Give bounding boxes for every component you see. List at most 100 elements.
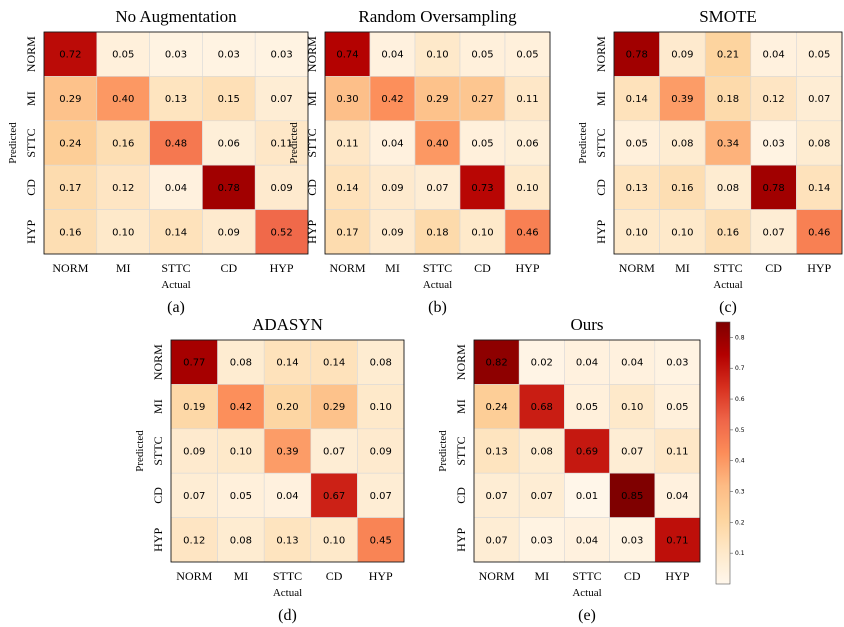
heatmap-cell xyxy=(564,472,610,518)
cell-value-label: 0.07 xyxy=(370,491,392,502)
heatmap-cell xyxy=(254,209,309,255)
cell-value-label: 0.45 xyxy=(370,535,392,546)
heatmap-cell xyxy=(217,384,265,430)
y-tick-label: HYP xyxy=(594,219,608,243)
cell-value-label: 0.78 xyxy=(762,183,784,194)
cell-value-label: 0.67 xyxy=(323,491,345,502)
x-tick-label: NORM xyxy=(329,261,365,275)
cell-value-label: 0.29 xyxy=(59,94,81,105)
heatmap-cell xyxy=(324,209,371,255)
cell-value-label: 0.13 xyxy=(276,535,298,546)
y-axis-label: Predicted xyxy=(288,122,300,164)
cell-value-label: 0.08 xyxy=(230,535,252,546)
colorbar-tick-label: 0.7 xyxy=(735,365,745,372)
heatmap-cell xyxy=(796,76,843,122)
cell-value-label: 0.78 xyxy=(218,183,240,194)
cell-value-label: 0.34 xyxy=(717,139,739,150)
y-tick-label: MI xyxy=(24,91,38,106)
cell-value-label: 0.14 xyxy=(626,94,648,105)
colorbar-tick-label: 0.1 xyxy=(735,550,745,557)
x-tick-label: STTC xyxy=(713,261,742,275)
y-tick-label: MI xyxy=(305,91,319,106)
x-tick-label: HYP xyxy=(270,261,294,275)
panel-c: 0.78 0.09 0.21 0.04 0.05 0.14 0.39 0.18 0.12 0.07… xyxy=(577,7,843,316)
heatmap-cell xyxy=(170,384,218,430)
x-tick-label: CD xyxy=(474,261,491,275)
cell-value-label: 0.09 xyxy=(671,50,693,61)
cell-value-label: 0.05 xyxy=(666,402,688,413)
heatmap-cell xyxy=(750,164,797,210)
heatmap-cell xyxy=(263,517,312,563)
x-tick-label: NORM xyxy=(52,261,88,275)
panel-caption: (d) xyxy=(278,607,297,624)
y-tick-label: STTC xyxy=(24,128,38,157)
cell-value-label: 0.14 xyxy=(165,227,187,238)
cell-value-label: 0.02 xyxy=(531,358,553,369)
cell-value-label: 0.15 xyxy=(218,94,240,105)
heatmap-cell xyxy=(369,76,416,122)
cell-value-label: 0.05 xyxy=(230,491,252,502)
cell-value-label: 0.04 xyxy=(762,50,784,61)
cell-value-label: 0.14 xyxy=(336,183,358,194)
heatmap-cell xyxy=(704,76,752,122)
cell-value-label: 0.11 xyxy=(336,139,358,150)
cell-value-label: 0.03 xyxy=(165,50,187,61)
cell-value-label: 0.12 xyxy=(183,535,205,546)
heatmap-cell xyxy=(473,384,520,430)
x-axis-label: Actual xyxy=(273,587,302,599)
panel-d: 0.77 0.08 0.14 0.14 0.08 0.19 0.42 0.20 0.29 0.10… xyxy=(134,315,405,624)
cell-value-label: 0.08 xyxy=(230,358,252,369)
heatmap-cell xyxy=(504,209,551,255)
y-tick-label: NORM xyxy=(594,36,608,72)
x-axis-label: Actual xyxy=(572,587,601,599)
y-tick-label: CD xyxy=(454,487,468,504)
heatmap-cell xyxy=(357,472,405,518)
heatmap-cell xyxy=(518,339,565,385)
cell-value-label: 0.09 xyxy=(218,227,240,238)
cell-value-label: 0.68 xyxy=(531,402,553,413)
cell-value-label: 0.18 xyxy=(426,227,448,238)
heatmap-cell xyxy=(149,76,203,122)
cell-value-label: 0.09 xyxy=(381,227,403,238)
x-tick-label: STTC xyxy=(572,569,601,583)
heatmap-cell xyxy=(473,472,520,518)
colorbar-tick-label: 0.2 xyxy=(735,519,745,526)
x-tick-label: MI xyxy=(675,261,690,275)
cell-value-label: 0.07 xyxy=(531,491,553,502)
heatmap-cell xyxy=(217,428,265,474)
panel-a: 0.72 0.05 0.03 0.03 0.03 0.29 0.40 0.13 0.15 0.07… xyxy=(7,7,309,316)
plot-frame xyxy=(473,339,701,563)
heatmap-cell xyxy=(357,428,405,474)
x-tick-label: HYP xyxy=(665,569,689,583)
cell-value-label: 0.07 xyxy=(426,183,448,194)
cell-value-label: 0.73 xyxy=(471,183,493,194)
cell-value-label: 0.16 xyxy=(671,183,693,194)
cell-value-label: 0.42 xyxy=(381,94,403,105)
colorbar-tick-label: 0.6 xyxy=(735,396,745,403)
y-tick-label: MI xyxy=(454,399,468,414)
heatmap-cell xyxy=(459,31,506,77)
cell-value-label: 0.40 xyxy=(112,94,134,105)
heatmap-cell xyxy=(564,428,610,474)
cell-value-label: 0.82 xyxy=(485,358,507,369)
x-tick-label: HYP xyxy=(807,261,831,275)
x-tick-label: HYP xyxy=(515,261,539,275)
x-tick-label: MI xyxy=(534,569,549,583)
heatmap-cell xyxy=(43,209,98,255)
cell-value-label: 0.03 xyxy=(270,50,292,61)
heatmap-cell xyxy=(369,164,416,210)
heatmap-cell xyxy=(324,164,371,210)
cell-value-label: 0.72 xyxy=(59,50,81,61)
cell-value-label: 0.14 xyxy=(808,183,830,194)
heatmap-cell xyxy=(43,76,98,122)
cell-value-label: 0.07 xyxy=(270,94,292,105)
heatmap-cell xyxy=(43,31,98,77)
colorbar-tick-label: 0.8 xyxy=(735,334,745,341)
heatmap-cell xyxy=(254,164,309,210)
cell-value-label: 0.09 xyxy=(183,447,205,458)
x-tick-label: CD xyxy=(326,569,343,583)
cell-value-label: 0.78 xyxy=(626,50,648,61)
y-tick-label: HYP xyxy=(454,527,468,551)
cell-value-label: 0.06 xyxy=(516,139,538,150)
cell-value-label: 0.10 xyxy=(471,227,493,238)
